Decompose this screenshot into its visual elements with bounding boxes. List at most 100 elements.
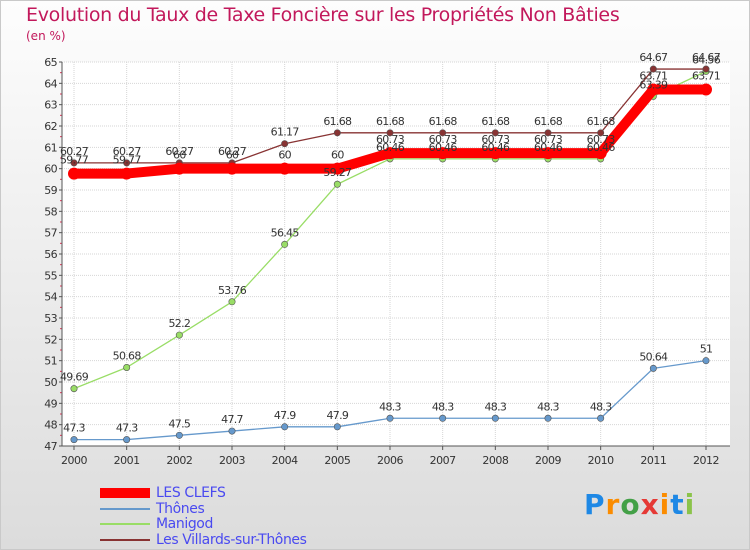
data-point xyxy=(281,240,289,248)
data-label: 50.64 xyxy=(639,350,668,363)
legend-swatch xyxy=(100,488,150,498)
x-tick-label: 2002 xyxy=(166,454,192,467)
y-tick-label: 54 xyxy=(44,291,57,304)
data-point xyxy=(702,357,710,365)
y-tick-label: 53 xyxy=(44,312,57,325)
data-label: 61.68 xyxy=(481,115,510,128)
data-point xyxy=(123,436,131,444)
data-point xyxy=(70,385,78,393)
data-point xyxy=(439,414,447,422)
data-point xyxy=(491,129,499,137)
data-label: 60 xyxy=(173,149,186,162)
logo-letter: t xyxy=(670,488,685,521)
data-point xyxy=(491,414,499,422)
data-point xyxy=(173,162,186,175)
data-label: 59.77 xyxy=(60,154,89,167)
data-label: 60.73 xyxy=(429,133,458,146)
data-point xyxy=(647,83,660,96)
data-label: 49.69 xyxy=(60,371,89,384)
y-tick-label: 50 xyxy=(44,376,57,389)
x-tick-label: 2006 xyxy=(377,454,403,467)
legend-swatch xyxy=(100,523,150,525)
data-label: 56.45 xyxy=(271,226,300,239)
y-tick-label: 62 xyxy=(44,120,57,133)
y-tick-label: 58 xyxy=(44,205,57,218)
data-point xyxy=(228,298,236,306)
data-point xyxy=(597,414,605,422)
data-label: 48.3 xyxy=(537,400,559,413)
data-point xyxy=(594,147,607,160)
data-point xyxy=(436,147,449,160)
legend-swatch xyxy=(100,538,150,541)
data-label: 61.68 xyxy=(429,115,458,128)
data-label: 60.46 xyxy=(534,141,563,154)
data-label: 60 xyxy=(226,149,239,162)
data-label: 63.39 xyxy=(639,78,668,91)
chart-title: Evolution du Taux de Taxe Foncière sur l… xyxy=(26,4,620,26)
y-tick-label: 60 xyxy=(44,163,57,176)
data-label: 60.46 xyxy=(429,141,458,154)
y-tick-label: 64 xyxy=(44,77,57,90)
data-point xyxy=(278,162,291,175)
data-label: 60.46 xyxy=(376,141,405,154)
data-label: 61.68 xyxy=(376,115,405,128)
data-label: 60.73 xyxy=(587,133,616,146)
logo-letter: x xyxy=(640,488,660,521)
data-point xyxy=(439,129,447,137)
data-label: 61.68 xyxy=(534,115,563,128)
data-point xyxy=(331,162,344,175)
y-tick-label: 57 xyxy=(44,227,57,240)
data-label: 60.73 xyxy=(481,133,510,146)
unit-label: (en %) xyxy=(26,29,66,43)
legend-swatch xyxy=(100,507,150,510)
data-label: 47.9 xyxy=(326,409,348,422)
data-point xyxy=(384,147,396,160)
logo-letter: r xyxy=(605,488,621,521)
x-tick-label: 2007 xyxy=(430,454,456,467)
data-point xyxy=(70,159,78,167)
data-point xyxy=(175,331,183,339)
x-tick-label: 2000 xyxy=(61,454,87,467)
x-tick-label: 2011 xyxy=(640,454,666,467)
data-label: 48.3 xyxy=(484,400,506,413)
data-label: 60.73 xyxy=(376,133,405,146)
data-label: 61.68 xyxy=(323,115,352,128)
data-label: 64.56 xyxy=(692,53,721,66)
data-label: 51 xyxy=(700,343,713,356)
x-tick-label: 2001 xyxy=(114,454,140,467)
y-tick-label: 49 xyxy=(44,397,57,410)
data-label: 60 xyxy=(278,149,291,162)
data-point xyxy=(386,129,394,137)
data-label: 48.3 xyxy=(590,400,612,413)
data-point xyxy=(281,423,289,431)
y-tick-label: 51 xyxy=(44,355,57,368)
x-tick-label: 2004 xyxy=(272,454,298,467)
data-point xyxy=(70,436,78,444)
logo-letter: i xyxy=(684,488,696,521)
data-label: 60.27 xyxy=(218,145,247,158)
data-point xyxy=(386,414,394,422)
y-tick-label: 63 xyxy=(44,99,57,112)
x-tick-label: 2005 xyxy=(324,454,350,467)
data-label: 61.17 xyxy=(271,126,300,139)
data-point xyxy=(226,162,238,175)
data-label: 60 xyxy=(331,149,344,162)
data-label: 59.77 xyxy=(113,154,142,167)
data-label: 64.67 xyxy=(692,51,721,64)
y-tick-label: 55 xyxy=(44,269,57,282)
data-point xyxy=(123,363,131,371)
x-tick-label: 2012 xyxy=(693,454,719,467)
data-label: 59.27 xyxy=(323,166,352,179)
legend-label: Thônes xyxy=(156,500,205,517)
data-label: 60.46 xyxy=(481,141,510,154)
x-tick-label: 2003 xyxy=(219,454,245,467)
data-point xyxy=(68,167,80,180)
logo-letter: i xyxy=(659,488,671,521)
data-point xyxy=(333,129,341,137)
data-label: 63.71 xyxy=(692,70,720,83)
data-point xyxy=(281,140,289,148)
logo-letter: o xyxy=(620,488,641,521)
data-label: 47.5 xyxy=(168,417,190,430)
data-label: 53.76 xyxy=(218,284,247,297)
data-point xyxy=(489,147,502,160)
